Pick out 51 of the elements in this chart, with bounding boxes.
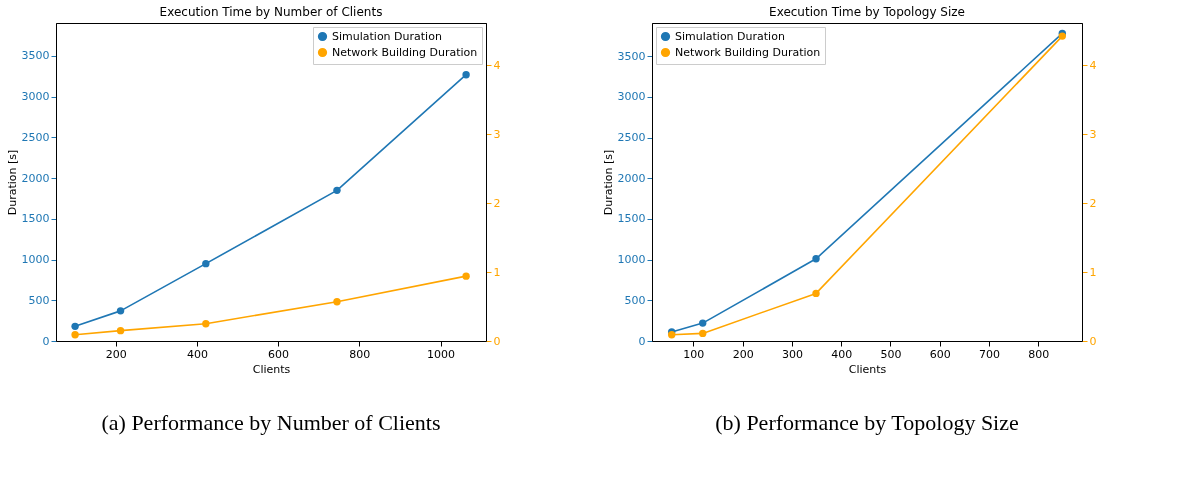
legend-label: Network Building Duration <box>332 45 478 59</box>
y-tick-label: 2500 <box>617 131 646 145</box>
y-tick-label: 2500 <box>21 130 50 144</box>
y-tick-label: 3000 <box>617 90 646 104</box>
text: (b) Performance by Topology Size <box>715 410 1019 435</box>
y2-tick-label: 1 <box>1089 265 1097 279</box>
y-tick-label: 1000 <box>21 253 50 267</box>
y2-tick-label: 3 <box>493 127 501 141</box>
x-tick-label: 400 <box>831 347 853 361</box>
x-tick-label: 200 <box>105 347 127 361</box>
y2-tick-label: 1 <box>493 265 501 279</box>
text: (a) Performance by Number of Clients <box>101 410 441 435</box>
x-tick-label: 300 <box>781 347 803 361</box>
y2-tick-label: 4 <box>493 58 501 72</box>
y-tick-label: 1500 <box>21 212 50 226</box>
y-tick-label: 500 <box>28 293 50 307</box>
y-tick-label: 3500 <box>21 49 50 63</box>
y-tick-label: 2000 <box>21 171 50 185</box>
x-tick-label: 500 <box>880 347 902 361</box>
y2-tick-label: 2 <box>493 196 501 210</box>
x-tick-label: 200 <box>732 347 754 361</box>
chart-title: Execution Time by Number of Clients <box>159 5 383 19</box>
y-tick-label: 3500 <box>617 49 646 63</box>
y-tick-label: 2000 <box>617 171 646 185</box>
y2-tick-label: 4 <box>1089 58 1097 72</box>
y-tick-label: 0 <box>42 334 50 348</box>
y-axis-title: Duration [s] <box>5 149 19 216</box>
x-tick-label: 800 <box>349 347 371 361</box>
chart-title: Execution Time by Topology Size <box>769 5 965 19</box>
y-tick-label: 1500 <box>617 212 646 226</box>
x-tick-label: 1000 <box>427 347 456 361</box>
legend-label: Simulation Duration <box>675 29 785 43</box>
x-tick-label: 800 <box>1028 347 1050 361</box>
y-tick-label: 1000 <box>617 253 646 267</box>
x-axis-title: Clients <box>252 362 291 376</box>
y2-tick-label: 2 <box>1089 196 1097 210</box>
x-tick-label: 100 <box>683 347 705 361</box>
y2-tick-label: 0 <box>1089 334 1097 348</box>
x-tick-label: 600 <box>929 347 951 361</box>
y-tick-label: 500 <box>624 293 646 307</box>
y-tick-label: 0 <box>638 334 646 348</box>
y2-tick-label: 3 <box>1089 127 1097 141</box>
legend-label: Network Building Duration <box>675 45 821 59</box>
x-tick-label: 400 <box>186 347 208 361</box>
y-tick-label: 3000 <box>21 90 50 104</box>
x-tick-label: 700 <box>978 347 1000 361</box>
y-axis-title: Duration [s] <box>601 149 615 216</box>
legend-label: Simulation Duration <box>332 29 442 43</box>
x-tick-label: 600 <box>268 347 290 361</box>
y2-tick-label: 0 <box>493 334 501 348</box>
x-axis-title: Clients <box>848 362 887 376</box>
